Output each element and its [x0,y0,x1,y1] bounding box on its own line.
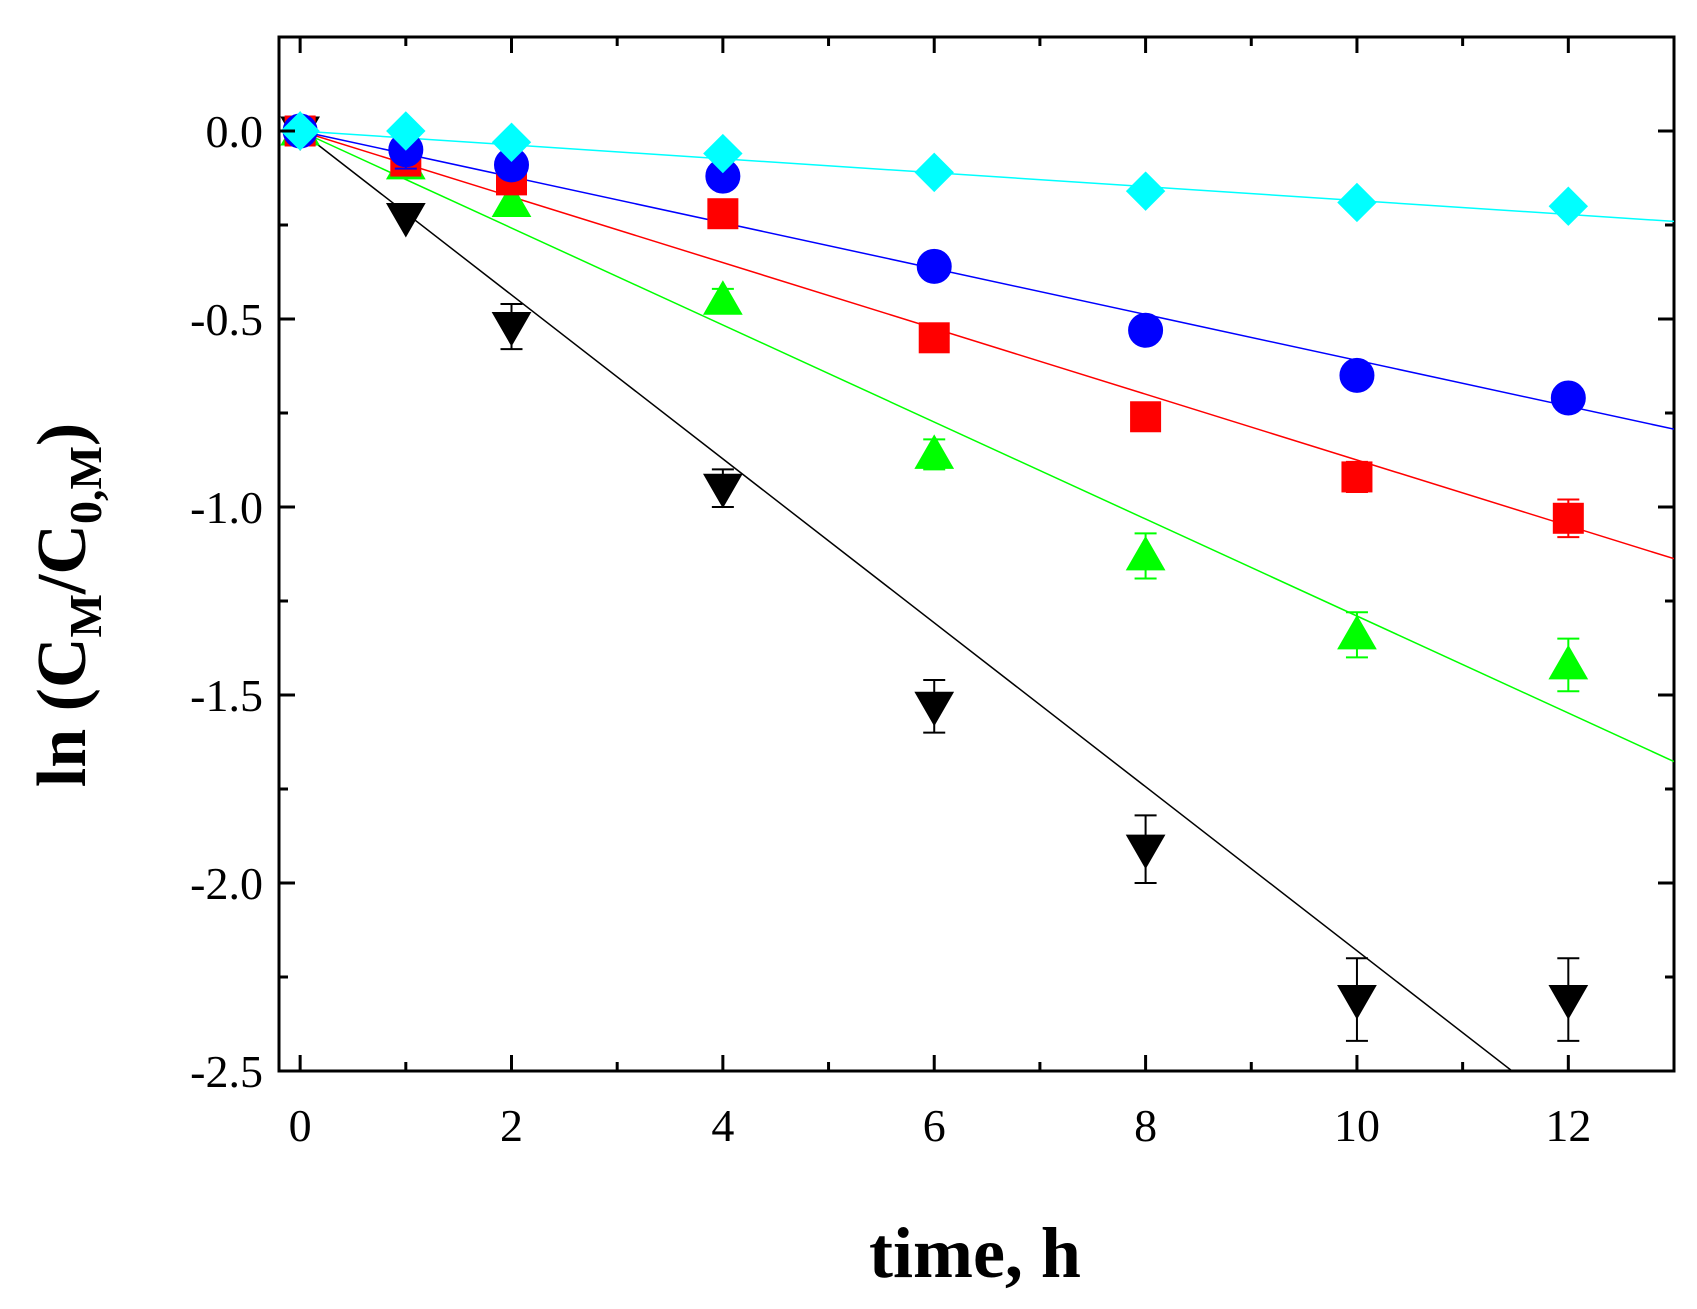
data-markers [280,110,1589,1042]
data-point [918,322,950,354]
data-point [491,182,532,217]
y-tick-label: -0.5 [190,294,263,345]
x-tick-label: 8 [1134,1100,1157,1151]
data-point [1130,401,1162,433]
y-axis-title-suffix: ) [24,423,101,446]
y-axis-title-mid: /C [24,524,101,595]
data-point [702,473,743,509]
data-point [1548,186,1589,226]
y-axis-title-sub2: 0,M [60,446,111,524]
x-axis-ticks [298,37,1676,1071]
y-axis-title-prefix: ln (C [24,637,101,787]
data-point [280,111,320,151]
fit-line-cyan-diamond [300,130,1674,223]
data-point [1125,834,1166,870]
fit-lines [299,130,1674,1071]
data-point [1125,535,1166,571]
y-axis-tick-labels: 0.0 -0.5 -1.0 -1.5 -2.0 -2.5 [190,106,263,1097]
data-point [916,248,952,284]
data-point [385,202,426,238]
data-point [1125,171,1166,211]
x-axis-tick-labels: 0 2 4 6 8 10 12 [289,1100,1592,1151]
y-tick-label: -2.5 [190,1046,263,1097]
x-tick-label: 6 [923,1100,946,1151]
x-tick-label: 0 [289,1100,312,1151]
fit-line-black-down-triangle [299,130,1514,1071]
data-point [1550,380,1586,416]
x-tick-label: 4 [711,1100,734,1151]
data-point [1341,461,1373,493]
plot-frame [277,35,1676,1073]
x-axis-title: time, h [869,1213,1081,1293]
data-point [491,122,532,162]
data-point [1337,614,1377,650]
data-point [1128,312,1164,348]
data-point [707,198,739,230]
y-tick-label: -2.0 [190,858,263,909]
fit-line-green-triangle [299,130,1674,763]
y-axis-title: ln (CM/C0,M) [24,423,111,787]
y-axis-title-sub1: M [60,594,111,637]
fit-line-red-square [299,130,1674,560]
data-point [1548,644,1589,680]
data-point [386,111,426,151]
fit-line-blue-circle [299,130,1674,430]
x-tick-label: 12 [1545,1100,1591,1151]
series-cyan-diamond [280,111,1589,226]
plot-area [277,35,1676,1073]
data-point [702,280,743,315]
data-point [703,133,743,174]
data-point [491,312,532,347]
data-point [1548,985,1589,1020]
x-tick-label: 10 [1334,1100,1380,1151]
data-point [914,691,955,727]
data-point [914,434,955,469]
data-point [1337,182,1377,223]
data-point [1552,502,1584,534]
y-tick-label: 0.0 [206,106,264,157]
data-point [1339,357,1375,393]
y-tick-label: -1.0 [190,482,263,533]
data-point [914,152,954,193]
y-axis-ticks [279,35,1674,1073]
data-point [1337,985,1377,1020]
y-tick-label: -1.5 [190,670,263,721]
x-tick-label: 2 [500,1100,523,1151]
